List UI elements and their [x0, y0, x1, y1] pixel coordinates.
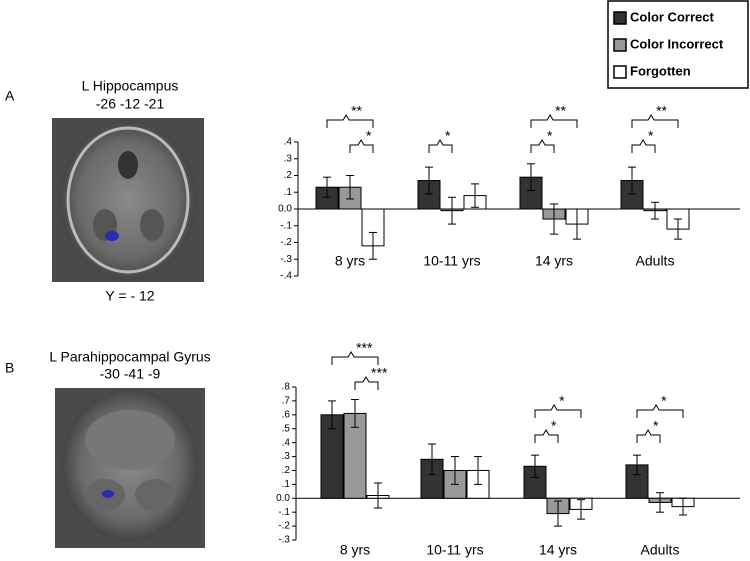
significance-label: *: [366, 128, 372, 144]
coordinates: -30 -41 -9: [100, 366, 161, 382]
y-tick-label: .1: [282, 479, 291, 490]
error-bar: [550, 203, 558, 235]
significance-bracket: [349, 139, 374, 153]
y-tick-label: .1: [284, 187, 293, 198]
y-tick-label: .6: [282, 409, 291, 420]
y-tick-label: .5: [282, 423, 291, 434]
error-bar: [448, 196, 456, 225]
error-bar: [674, 218, 682, 240]
legend-swatch: [613, 11, 627, 25]
significance-bracket: [534, 404, 582, 418]
significance-label: ***: [371, 365, 388, 381]
x-category-label: Adults: [641, 542, 680, 558]
x-category-label: 10-11 yrs: [423, 253, 480, 269]
error-bar: [656, 492, 664, 513]
y-tick-label: -.1: [278, 507, 290, 518]
significance-bracket: [631, 114, 679, 128]
panel-label: B: [5, 360, 14, 376]
error-bar: [531, 454, 539, 478]
significance-label: **: [351, 103, 362, 119]
y-tick-label: .7: [282, 396, 291, 407]
significance-label: *: [559, 393, 565, 409]
error-bar: [679, 497, 687, 516]
y-tick-label: .3: [282, 451, 291, 462]
legend-label: Color Incorrect: [630, 36, 724, 51]
significance-label: **: [656, 103, 667, 119]
y-tick-label: .2: [282, 465, 291, 476]
error-bar: [651, 201, 659, 220]
error-bar: [346, 175, 354, 200]
significance-label: *: [547, 128, 553, 144]
y-tick-label: 0.0: [278, 204, 292, 215]
error-bar: [369, 231, 377, 260]
significance-label: *: [648, 128, 654, 144]
legend-swatch: [613, 38, 627, 52]
error-bar: [577, 499, 585, 520]
coordinates: -26 -12 -21: [96, 96, 165, 112]
region-title: L Parahippocampal Gyrus: [49, 349, 210, 365]
y-tick-label: .3: [284, 153, 293, 164]
error-bar: [425, 166, 433, 195]
error-bar: [554, 500, 562, 527]
y-tick-label: .8: [282, 382, 291, 393]
legend: [607, 0, 749, 89]
significance-bracket: [354, 376, 379, 390]
significance-label: *: [445, 128, 451, 144]
error-bar: [451, 456, 459, 485]
error-bar: [527, 163, 535, 192]
significance-label: **: [555, 103, 566, 119]
error-bar: [328, 400, 336, 430]
error-bar: [474, 456, 482, 485]
y-tick-label: -.2: [280, 237, 292, 248]
x-category-label: 10-11 yrs: [426, 542, 483, 558]
y-tick-label: -.4: [280, 271, 292, 282]
y-tick-label: .4: [282, 437, 291, 448]
brain-image-b: [55, 388, 205, 548]
x-category-label: Adults: [636, 253, 675, 269]
significance-label: *: [551, 418, 557, 434]
x-category-label: 8 yrs: [335, 253, 365, 269]
y-tick-label: -.3: [280, 254, 292, 265]
legend-label: Color Correct: [630, 9, 714, 24]
significance-bracket: [636, 429, 661, 443]
y-tick-label: .4: [284, 137, 293, 148]
region-title: L Hippocampus: [82, 78, 179, 94]
y-tick-label: -.1: [280, 220, 292, 231]
significance-label: *: [661, 393, 667, 409]
significance-bracket: [636, 404, 684, 418]
significance-bracket: [534, 429, 559, 443]
error-bar: [374, 482, 382, 509]
y-tick-label: -.3: [278, 535, 290, 546]
error-bar: [323, 176, 331, 198]
brain-image-a: [52, 118, 204, 282]
x-category-label: 14 yrs: [535, 253, 573, 269]
panel-label: A: [5, 88, 15, 104]
significance-bracket: [631, 139, 656, 153]
x-category-label: 8 yrs: [340, 542, 370, 558]
error-bar: [471, 183, 479, 208]
significance-bracket: [331, 351, 379, 365]
significance-label: ***: [356, 340, 373, 356]
significance-bracket: [530, 114, 578, 128]
error-bar: [573, 208, 581, 240]
error-bar: [628, 166, 636, 195]
significance-label: *: [653, 418, 659, 434]
significance-bracket: [428, 139, 453, 153]
significance-bracket: [326, 114, 374, 128]
y-tick-label: -.2: [278, 521, 290, 532]
significance-bracket: [530, 139, 555, 153]
y-tick-label: 0.0: [276, 493, 290, 504]
legend-label: Forgotten: [630, 63, 691, 78]
error-bar: [428, 443, 436, 476]
slice-label: Y = - 12: [105, 288, 154, 304]
x-category-label: 14 yrs: [539, 542, 577, 558]
error-bar: [351, 399, 359, 428]
legend-swatch: [613, 65, 627, 79]
error-bar: [633, 454, 641, 476]
y-tick-label: .2: [284, 170, 293, 181]
